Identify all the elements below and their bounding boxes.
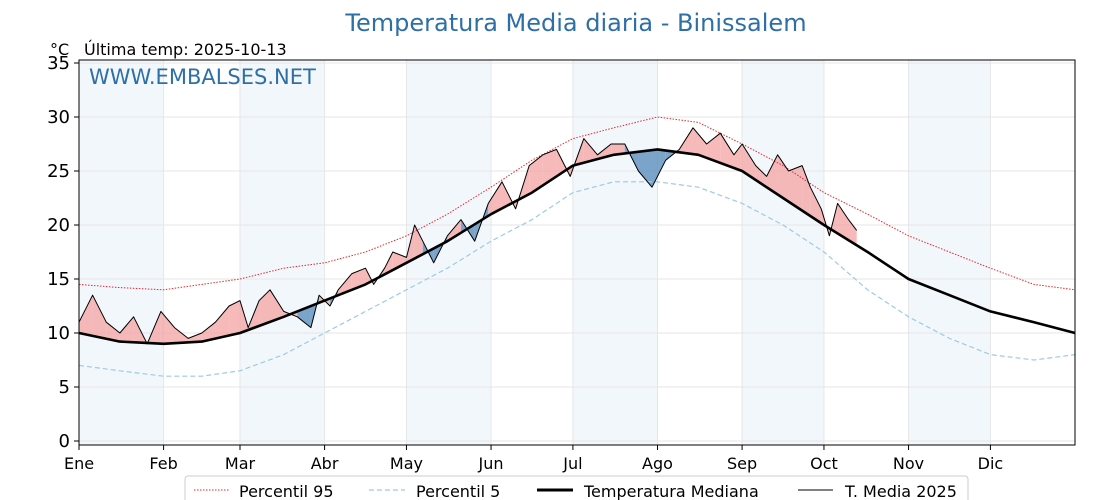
anomaly-fill-segment [106, 322, 120, 342]
x-tick-label-oct: Oct [810, 454, 838, 473]
anomaly-fill-segment [692, 127, 707, 158]
anomaly-fill-segment [788, 165, 803, 211]
anomaly-fill-segment [583, 138, 598, 163]
series-lines [78, 116, 1076, 377]
anomaly-fill-segment [79, 295, 93, 336]
x-tick-label-ene: Ene [64, 454, 94, 473]
month-band-jul [572, 60, 658, 445]
anomaly-fill-segment [679, 127, 693, 155]
anomaly-fill-segment [414, 225, 423, 259]
anomaly-fill-segment [742, 144, 756, 180]
x-tick-label-jun: Jun [478, 454, 504, 473]
anomaly-fill-segment [652, 150, 666, 188]
y-tick-label-5: 5 [59, 377, 70, 398]
anomaly-fill-segment [810, 187, 822, 224]
anomaly-fill-segment [270, 289, 284, 322]
x-tick-label-may: May [390, 454, 423, 473]
anomaly-fill-segment [92, 295, 107, 339]
y-tick-label-20: 20 [47, 215, 70, 236]
x-tick-label-ago: Ago [642, 454, 673, 473]
x-tick-label-dic: Dic [978, 454, 1004, 473]
anomaly-fill-segment [160, 311, 175, 344]
x-tick-label-feb: Feb [149, 454, 177, 473]
last-temp-label: Última temp: 2025-10-13 [84, 40, 287, 59]
x-tick-label-jul: Jul [562, 454, 582, 473]
anomaly-fill-segment [529, 154, 543, 195]
anomaly-fill-segment [119, 316, 134, 343]
y-tick-label-15: 15 [47, 269, 70, 290]
month-band-ene [79, 60, 164, 445]
anomaly-fill-segment [802, 165, 811, 216]
anomaly-fill-segment [542, 149, 557, 186]
anomaly-fill-segment [384, 252, 393, 275]
gridlines [78, 60, 1075, 445]
month-band-sep [742, 60, 824, 445]
anomaly-fill-segment [447, 219, 462, 242]
month-band-mar [239, 60, 325, 445]
legend-label-p95: Percentil 95 [239, 482, 334, 500]
legend: Percentil 95 Percentil 5 Temperatura Med… [184, 475, 969, 500]
y-tick-label-25: 25 [47, 161, 70, 182]
x-tick-label-sep: Sep [727, 454, 757, 473]
anomaly-fill-segment [777, 154, 789, 202]
anomaly-fill-segment [174, 327, 189, 344]
anomaly-fill-segment [755, 165, 767, 188]
y-tick-label-0: 0 [59, 431, 70, 452]
series-line-temperatura-mediana [78, 148, 1076, 346]
anomaly-fill-segment [837, 203, 849, 241]
anomaly-fill-segment [488, 181, 502, 216]
x-axis: Ene Feb Mar Abr May Jun Jul Ago Sep Oct Nov Dic [64, 445, 1003, 473]
anomaly-fill-segment [706, 133, 721, 163]
anomaly-fill-segment [229, 300, 240, 336]
series-line-percentil-95 [78, 116, 1076, 291]
watermark: WWW.EMBALSES.NET [89, 65, 316, 89]
anomaly-fill-segment [848, 219, 857, 246]
plot-frame [78, 59, 1076, 446]
anomaly-fill-segment [720, 133, 734, 168]
y-tick-label-10: 10 [47, 323, 70, 344]
anomaly-fill-segment [733, 144, 743, 171]
series-line-percentil-5 [78, 181, 1076, 377]
y-axis: 0 5 10 15 20 25 30 35 [47, 53, 79, 452]
legend-label-p5: Percentil 5 [416, 482, 500, 500]
anomaly-fill-segment [188, 333, 202, 343]
x-tick-label-nov: Nov [893, 454, 924, 473]
legend-box [184, 475, 969, 500]
anomaly-fill-segment [201, 322, 216, 342]
chart-title: Temperatura Media diaria - Binissalem [344, 9, 806, 37]
anomaly-fill-segment [766, 154, 778, 195]
x-tick-label-mar: Mar [225, 454, 256, 473]
y-tick-label-35: 35 [47, 53, 70, 74]
month-bands [79, 60, 991, 445]
anomaly-fill-segment [215, 306, 230, 339]
y-tick-label-30: 30 [47, 107, 70, 128]
series-line-t-media-2025 [78, 127, 858, 345]
legend-label-median: Temperatura Mediana [583, 482, 759, 500]
x-tick-label-abr: Abr [311, 454, 339, 473]
anomaly-fill-segment [638, 150, 653, 188]
anomaly-fill-segment [259, 289, 271, 326]
unit-label: °C [50, 40, 69, 59]
legend-label-2025: T. Media 2025 [844, 482, 957, 500]
